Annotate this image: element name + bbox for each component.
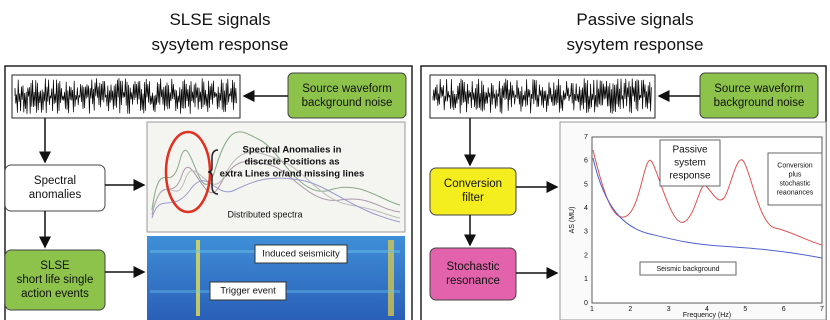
x-tick-label: 2 [628,306,632,313]
slse-label: action events [21,288,89,300]
y-tick-label: 2 [584,252,588,259]
y-tick-label: 6 [584,158,588,165]
source-box [288,73,406,118]
y-axis-label: AS (MU) [569,207,576,234]
label: Induced seismicity [262,249,340,260]
label-box [768,153,822,205]
y-tick-label: 0 [584,300,588,307]
stochastic-box [430,248,516,300]
source-label: Source waveform [302,83,391,95]
plot-label: stochastic [779,180,811,187]
annotation: Spectral Anomalies in [243,145,342,156]
stochastic-label: resonance [446,275,500,287]
panel-title: SLSE signals [169,10,270,29]
conversion-label: Conversion [444,178,502,190]
y-tick-label: 7 [584,134,588,141]
x-tick-label: 3 [667,306,671,313]
slse-label: short life single [17,274,94,286]
x-tick-label: 7 [820,306,824,313]
slse-label: SLSE [40,260,70,272]
x-axis-label: Frequency (Hz) [683,312,731,319]
spectral-box [5,165,105,211]
source-label: background noise [714,97,805,109]
x-tick-label: 5 [743,306,747,313]
plot-label: Seismic background [656,266,719,273]
plot-label: reaonances [777,189,814,196]
annotation: discrete Positions as [244,157,339,168]
x-tick-label: 1 [590,306,594,313]
y-tick-label: 1 [584,276,588,283]
conversion-label: filter [462,192,484,204]
annotation: extra Lines or/and missing lines [220,169,365,180]
plot-label: response [669,171,711,182]
plot-label: Passive [672,145,707,156]
spectral-label: Spectral [34,175,76,187]
y-tick-label: 4 [584,205,588,212]
plot-label: system [674,158,706,169]
label: Trigger event [220,286,276,297]
y-tick-label: 3 [584,229,588,236]
panel-title: Passive signals [576,10,693,29]
diagram: SLSE signals sysytem response Source wavef… [0,0,830,320]
y-tick-label: 5 [584,181,588,188]
stochastic-label: Stochastic [446,261,499,273]
panel-title: sysytem response [152,35,289,54]
source-label: Source waveform [714,83,803,95]
panel-title: sysytem response [567,35,704,54]
plot-label: plus [789,171,802,178]
caption: Distributed spectra [227,209,302,219]
plot-label: Conversion [777,162,813,169]
source-label: background noise [302,97,393,109]
source-box [700,73,818,118]
x-tick-label: 6 [782,306,786,313]
spectral-label: anomalies [29,189,82,201]
